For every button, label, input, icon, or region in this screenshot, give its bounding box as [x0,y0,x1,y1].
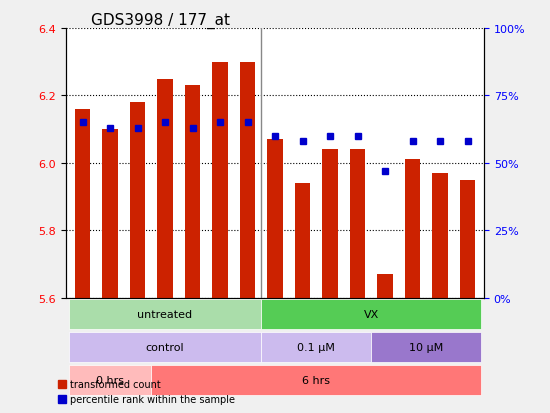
Text: 0 hrs: 0 hrs [96,375,124,385]
Text: untreated: untreated [138,309,192,319]
Bar [405,160,420,298]
Bar [75,109,90,298]
Text: 10 μM: 10 μM [409,342,443,352]
Bar [212,62,228,298]
Text: 6 hrs: 6 hrs [302,375,330,385]
Bar [185,86,200,298]
Bar [432,173,448,298]
Bar [130,103,145,298]
Bar [350,150,365,298]
Bar [157,79,173,298]
FancyBboxPatch shape [69,365,151,395]
Text: control: control [146,342,184,352]
FancyBboxPatch shape [151,365,481,395]
Bar [240,62,255,298]
Bar [102,130,118,298]
FancyBboxPatch shape [261,332,371,362]
FancyBboxPatch shape [371,332,481,362]
FancyBboxPatch shape [261,299,481,329]
FancyBboxPatch shape [69,332,261,362]
Text: 0.1 μM: 0.1 μM [298,342,335,352]
Bar [267,140,283,298]
Bar [295,183,310,298]
Text: VX: VX [364,309,379,319]
FancyBboxPatch shape [69,299,261,329]
Legend: transformed count, percentile rank within the sample: transformed count, percentile rank withi… [54,375,239,408]
Bar [460,180,475,298]
Bar [322,150,338,298]
Bar [377,274,393,298]
Text: GDS3998 / 177_at: GDS3998 / 177_at [91,13,230,29]
